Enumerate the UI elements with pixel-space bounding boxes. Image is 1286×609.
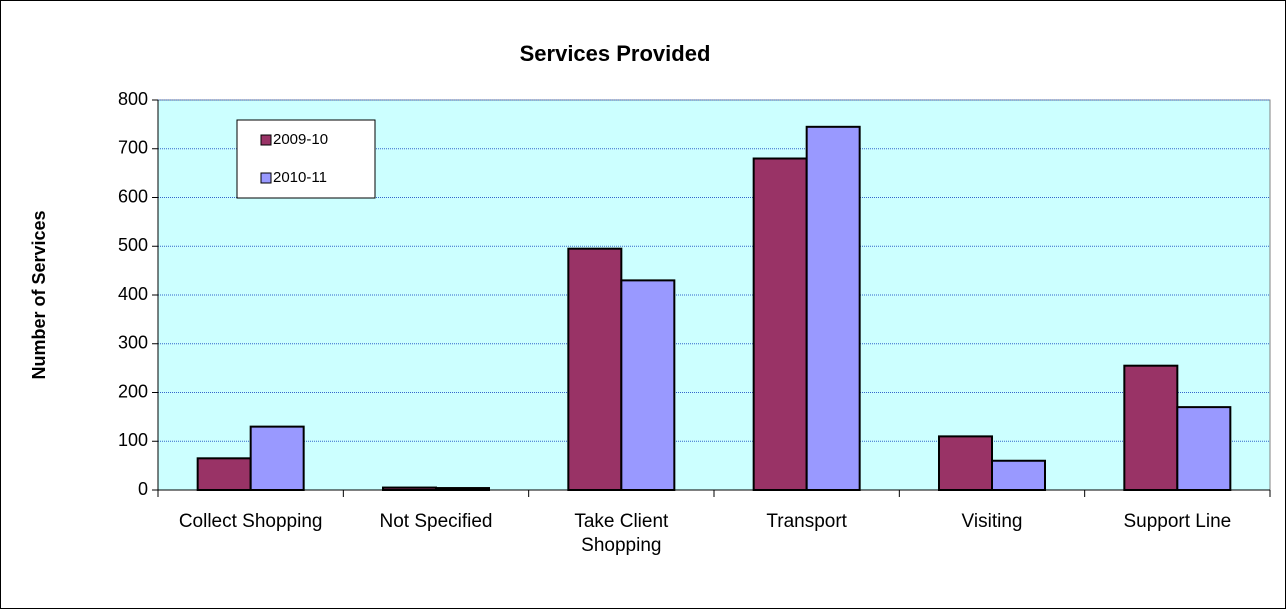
bar	[1176, 406, 1232, 491]
bar	[620, 279, 676, 491]
bar	[567, 247, 623, 491]
bar	[1123, 364, 1179, 491]
x-tick-label: Collect Shopping	[178, 511, 323, 532]
y-tick-label: 700	[118, 138, 148, 158]
legend-label: 2009-10	[273, 131, 328, 148]
legend-swatch	[260, 172, 272, 184]
bar	[991, 459, 1046, 491]
x-tick-label: Take Client Shopping	[574, 511, 669, 556]
x-tick-label: Visiting	[961, 511, 1023, 532]
legend-box	[236, 119, 376, 199]
y-tick-label: 200	[118, 381, 148, 401]
bar	[435, 487, 490, 491]
bar	[752, 157, 808, 491]
bar	[382, 486, 437, 491]
bar	[196, 457, 252, 491]
y-tick-label: 100	[118, 430, 148, 450]
legend-label: 2010-11	[273, 169, 327, 186]
bar	[938, 435, 993, 491]
y-tick-label: 300	[118, 333, 148, 353]
y-tick-label: 0	[138, 479, 148, 499]
y-axis-title: Number of Services	[29, 210, 49, 379]
x-tick-label: Transport	[766, 511, 847, 532]
x-tick-label: Not Specified	[379, 511, 493, 532]
bar	[805, 125, 861, 491]
y-tick-label: 500	[118, 235, 148, 255]
bar	[249, 425, 305, 491]
y-tick-label: 600	[118, 186, 148, 206]
chart-title: Services Provided	[520, 41, 711, 66]
x-tick-label: Support Line	[1123, 511, 1232, 532]
y-tick-label: 400	[118, 284, 148, 304]
y-tick-label: 800	[118, 89, 148, 109]
legend-swatch	[260, 134, 272, 146]
